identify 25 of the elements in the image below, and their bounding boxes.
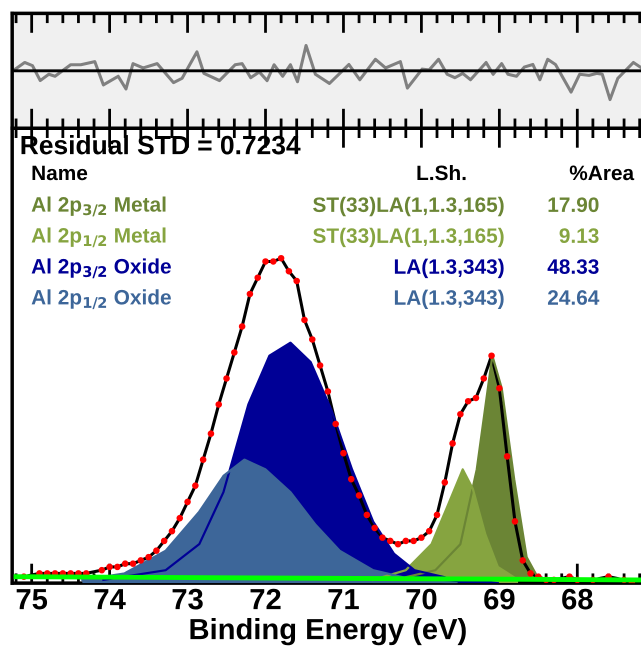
x-axis-title: Binding Energy (eV) — [190, 618, 466, 646]
text: Al 2p$_{1/2}$ Metal — [32, 227, 166, 248]
text: 17.90 — [548, 197, 599, 212]
annotation: 48.33 — [548, 259, 599, 274]
x-tick-label: 73 — [172, 588, 203, 610]
text: L.Sh. — [417, 164, 466, 180]
text: %Area — [570, 166, 634, 180]
x-tick-label: 68 — [562, 588, 593, 610]
x-tick-label: 72 — [250, 588, 281, 610]
x-tick-label: 74 — [94, 589, 126, 610]
text: Residual STD = 0.7234 — [22, 135, 300, 154]
x-tick-label: 69 — [484, 588, 514, 610]
text: 9.13 — [560, 228, 599, 244]
text: Name — [32, 166, 88, 180]
annotation: LA(1.3,343) — [394, 258, 504, 278]
annotation: LA(1.3,343) — [394, 290, 504, 310]
text: ST(33)LA(1,1.3,165) — [313, 228, 504, 248]
x-tick-label: 71 — [328, 589, 359, 610]
text: Al 2p$_{1/2}$ Oxide — [32, 289, 171, 310]
x-tick-label: 75 — [16, 589, 48, 610]
text: ST(33)LA(1,1.3,165) — [313, 196, 504, 216]
text: Al 2p$_{3/2}$ Oxide — [32, 258, 171, 278]
text: Al 2p$_{3/2}$ Metal — [32, 196, 166, 216]
annotation: 24.64 — [548, 290, 600, 305]
x-tick-label: 70 — [406, 588, 436, 610]
